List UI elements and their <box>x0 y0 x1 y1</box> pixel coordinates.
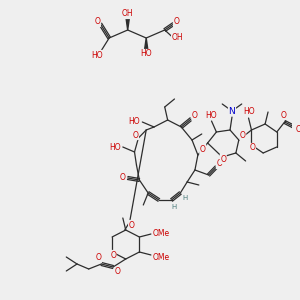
Text: OMe: OMe <box>152 253 170 262</box>
Text: O: O <box>120 173 126 182</box>
Text: HO: HO <box>206 110 217 119</box>
Text: O: O <box>173 17 179 26</box>
Text: O: O <box>220 154 226 164</box>
Text: O: O <box>94 17 100 26</box>
Text: OH: OH <box>122 10 134 19</box>
Text: OMe: OMe <box>152 230 170 238</box>
Text: O: O <box>133 130 138 140</box>
Text: HO: HO <box>244 107 255 116</box>
Text: HO: HO <box>129 116 140 125</box>
Text: OH: OH <box>172 34 183 43</box>
Text: O: O <box>192 112 198 121</box>
Text: HO: HO <box>140 50 152 58</box>
Text: O: O <box>95 254 101 262</box>
Polygon shape <box>126 16 130 30</box>
Text: O: O <box>250 143 255 152</box>
Text: H: H <box>183 195 188 201</box>
Text: O: O <box>129 220 134 230</box>
Text: O: O <box>110 250 116 260</box>
Text: O: O <box>115 268 121 277</box>
Polygon shape <box>144 38 148 52</box>
Text: O: O <box>295 125 300 134</box>
Text: O: O <box>240 130 246 140</box>
Text: O: O <box>200 145 206 154</box>
Text: O: O <box>216 160 222 169</box>
Text: HO: HO <box>92 50 103 59</box>
Text: HO: HO <box>109 142 121 152</box>
Text: N: N <box>229 106 236 116</box>
Text: H: H <box>172 204 177 210</box>
Text: O: O <box>281 110 286 119</box>
